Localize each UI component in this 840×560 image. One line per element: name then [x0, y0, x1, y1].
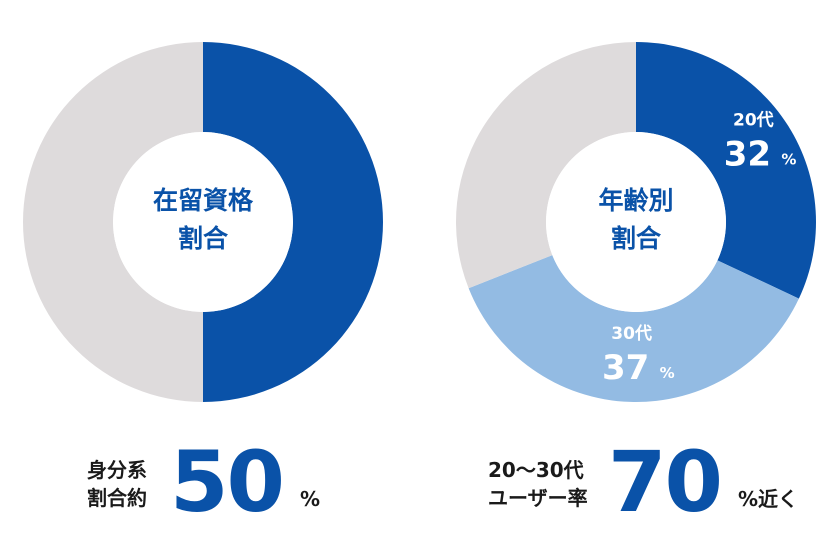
right-stat-label-line-1: 20〜30代 [488, 458, 584, 482]
donut-1-title-line-1: 割合 [611, 224, 662, 253]
donut-0-hole [113, 132, 293, 312]
donut-1-slice-0 [636, 42, 816, 299]
right-stat-unit: %近く [738, 487, 799, 511]
donut-1-slice-2 [456, 42, 636, 289]
donut-1-slice-1-value: 37 [602, 348, 649, 388]
donut-1-slice-1 [468, 255, 799, 402]
donut-1-slice-1-label: 30代 [611, 323, 652, 344]
right-stat-value: 70 [608, 433, 723, 531]
left-stat-label-line-1: 身分系 [87, 458, 147, 482]
right-stat-label-line-2: ユーザー率 [488, 486, 588, 510]
donut-1-slice-0-value: 32 [724, 135, 771, 175]
donut-1-title-line-0: 年齢別 [598, 186, 673, 215]
donut-0-title-line-1: 割合 [178, 224, 229, 253]
donut-1-slice-0-unit: % [781, 151, 796, 169]
donut-1-slice-0-label: 20代 [733, 110, 774, 131]
donut-0-title-line-0: 在留資格 [153, 186, 254, 215]
donut-1-hole [546, 132, 726, 312]
left-stat-label-line-2: 割合約 [87, 486, 147, 510]
left-stat-unit: % [300, 487, 321, 511]
left-stat-value: 50 [170, 433, 285, 531]
donut-1-slice-1-unit: % [660, 364, 675, 382]
